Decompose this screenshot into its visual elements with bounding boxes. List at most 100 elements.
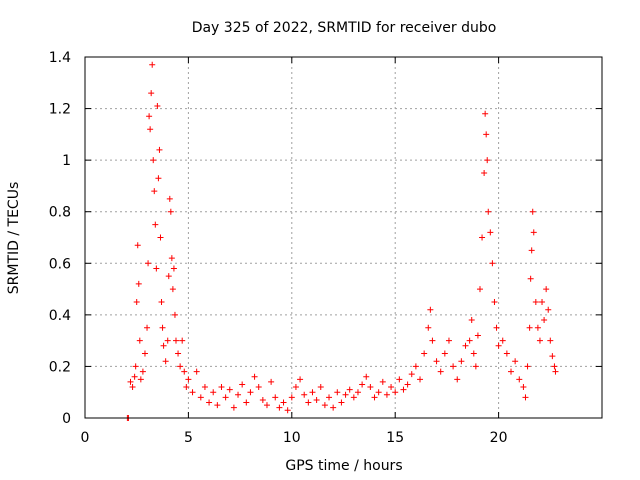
data-point — [383, 391, 390, 398]
data-point — [354, 389, 361, 396]
data-point — [129, 384, 136, 391]
data-point — [193, 368, 200, 375]
data-point — [458, 358, 465, 365]
data-point — [127, 378, 134, 385]
data-point — [164, 337, 171, 344]
y-tick-label: 0.2 — [49, 359, 71, 375]
data-point — [132, 363, 139, 370]
data-point — [149, 61, 156, 68]
data-point — [484, 157, 491, 164]
data-point — [181, 368, 188, 375]
data-point — [151, 188, 158, 195]
data-point — [230, 404, 237, 411]
data-point — [146, 113, 153, 120]
data-point — [157, 234, 164, 241]
data-point — [136, 337, 143, 344]
axis-ticks: 0 5 10 15 20 0 0.2 0.4 0.6 0.8 1 1.2 1.4 — [49, 50, 602, 446]
data-point — [141, 350, 148, 357]
data-point — [367, 384, 374, 391]
data-point — [547, 337, 554, 344]
data-point — [450, 363, 457, 370]
data-point — [437, 368, 444, 375]
data-point — [263, 402, 270, 409]
data-point — [168, 255, 175, 262]
data-point — [133, 298, 140, 305]
data-point — [317, 384, 324, 391]
data-point — [527, 275, 534, 282]
data-point — [276, 404, 283, 411]
data-point — [487, 229, 494, 236]
x-tick-label: 5 — [184, 430, 193, 446]
data-point — [528, 247, 535, 254]
data-point — [185, 376, 192, 383]
data-point — [139, 368, 146, 375]
data-point — [160, 342, 167, 349]
data-point — [154, 102, 161, 109]
data-point — [159, 324, 166, 331]
data-point — [462, 342, 469, 349]
data-point — [482, 110, 489, 117]
data-point — [172, 337, 179, 344]
data-point — [495, 342, 502, 349]
data-point — [197, 394, 204, 401]
data-point — [417, 376, 424, 383]
data-point — [137, 376, 144, 383]
data-point — [470, 350, 477, 357]
data-point — [255, 384, 262, 391]
x-tick-label: 15 — [386, 430, 404, 446]
data-point — [131, 373, 138, 380]
data-point — [536, 337, 543, 344]
data-point — [268, 378, 275, 385]
data-point — [247, 389, 254, 396]
x-axis-label: GPS time / hours — [285, 458, 402, 474]
data-point — [359, 381, 366, 388]
data-point — [489, 260, 496, 267]
data-point — [363, 373, 370, 380]
data-point — [272, 394, 279, 401]
data-point — [520, 384, 527, 391]
data-point — [338, 399, 345, 406]
data-point — [145, 260, 152, 267]
data-point — [326, 394, 333, 401]
data-point — [183, 384, 190, 391]
data-point — [408, 371, 415, 378]
data-point — [301, 391, 308, 398]
data-point — [134, 242, 141, 249]
data-point — [218, 384, 225, 391]
data-point — [288, 394, 295, 401]
data-point — [169, 286, 176, 293]
data-point — [474, 332, 481, 339]
y-tick-label: 1 — [62, 153, 71, 169]
data-point — [334, 389, 341, 396]
data-point — [499, 337, 506, 344]
x-tick-label: 0 — [81, 430, 90, 446]
data-point — [175, 350, 182, 357]
data-point — [476, 286, 483, 293]
data-point — [396, 376, 403, 383]
plot-frame — [84, 56, 603, 419]
y-tick-label: 0.4 — [49, 308, 71, 324]
data-point — [170, 265, 177, 272]
data-point — [259, 396, 266, 403]
data-point — [243, 399, 250, 406]
data-point — [479, 234, 486, 241]
data-point — [508, 368, 515, 375]
data-point — [552, 368, 559, 375]
data-point — [148, 90, 155, 97]
data-point — [543, 286, 550, 293]
data-point — [371, 394, 378, 401]
data-point — [472, 363, 479, 370]
data-point — [468, 317, 475, 324]
data-point — [404, 381, 411, 388]
data-point — [239, 381, 246, 388]
data-point — [179, 337, 186, 344]
data-point — [400, 386, 407, 393]
data-point — [549, 353, 556, 360]
data-point — [526, 324, 533, 331]
data-point — [427, 306, 434, 313]
data-point — [292, 384, 299, 391]
y-axis-label: SRMTID / TECUs — [6, 182, 22, 295]
data-point — [481, 170, 488, 177]
y-tick-label: 0 — [62, 411, 71, 427]
x-tick-label: 10 — [283, 430, 301, 446]
